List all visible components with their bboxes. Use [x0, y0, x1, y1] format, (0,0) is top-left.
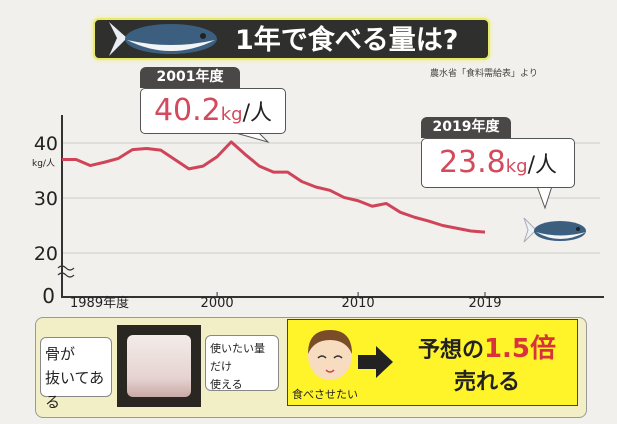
fish-icon — [109, 22, 217, 56]
source-note: 農水省「食料需給表」より — [430, 69, 538, 79]
callout-per: /人 — [242, 101, 273, 126]
result-line2: 売れる — [453, 370, 520, 395]
callout-year: 2001年度 — [140, 67, 240, 88]
x-tick-label: 2000 — [201, 296, 234, 311]
x-tick-label: 2010 — [342, 296, 375, 311]
result-highlight: 1.5倍 — [483, 334, 557, 364]
title-text: 1年で食べる量は? — [235, 25, 459, 56]
result-prefix: 予想の — [417, 338, 484, 363]
result-line1: 予想の1.5倍 — [398, 328, 576, 365]
y-tick-label: 0 — [42, 284, 55, 308]
y-tick-label: 30 — [34, 188, 58, 210]
bubble-line: 骨が — [45, 345, 76, 363]
callout-2019: 2019年度 23.8kg/人 — [421, 117, 575, 188]
y-tick-label: 20 — [34, 243, 58, 265]
callout-year: 2019年度 — [421, 117, 511, 138]
callout-unit: kg — [505, 156, 528, 177]
child-icon — [308, 330, 352, 380]
fish-icon — [523, 217, 586, 243]
speech-bubble-boneless: 骨が 抜いてある — [40, 337, 112, 411]
x-tick-label: 2019 — [468, 296, 501, 311]
callout-unit: kg — [220, 104, 243, 125]
callout-per: /人 — [527, 153, 558, 178]
title-bar: 1年で食べる量は? — [93, 18, 490, 60]
fish-block-photo — [117, 325, 201, 407]
speech-bubble-portion: 使いたい量だけ 使える — [205, 335, 279, 391]
callout-tail — [536, 185, 553, 210]
callout-2001: 2001年度 40.2kg/人 — [140, 67, 286, 134]
result-box: 食べさせたい 予想の1.5倍 売れる — [287, 319, 578, 406]
callout-value: 40.2 — [153, 93, 221, 128]
child-caption: 食べさせたい — [292, 388, 358, 401]
axis-break-icon — [57, 265, 75, 278]
y-axis-unit: kg/人 — [32, 158, 55, 169]
y-tick-label: 40 — [34, 133, 58, 155]
arrow-right-icon — [358, 346, 393, 378]
callout-value: 23.8 — [438, 145, 506, 180]
bubble-line: 抜いてある — [45, 369, 105, 411]
bubble-line: 使える — [210, 378, 243, 391]
x-tick-label: 1989年度 — [70, 295, 129, 311]
bubble-line: 使いたい量だけ — [210, 342, 265, 373]
